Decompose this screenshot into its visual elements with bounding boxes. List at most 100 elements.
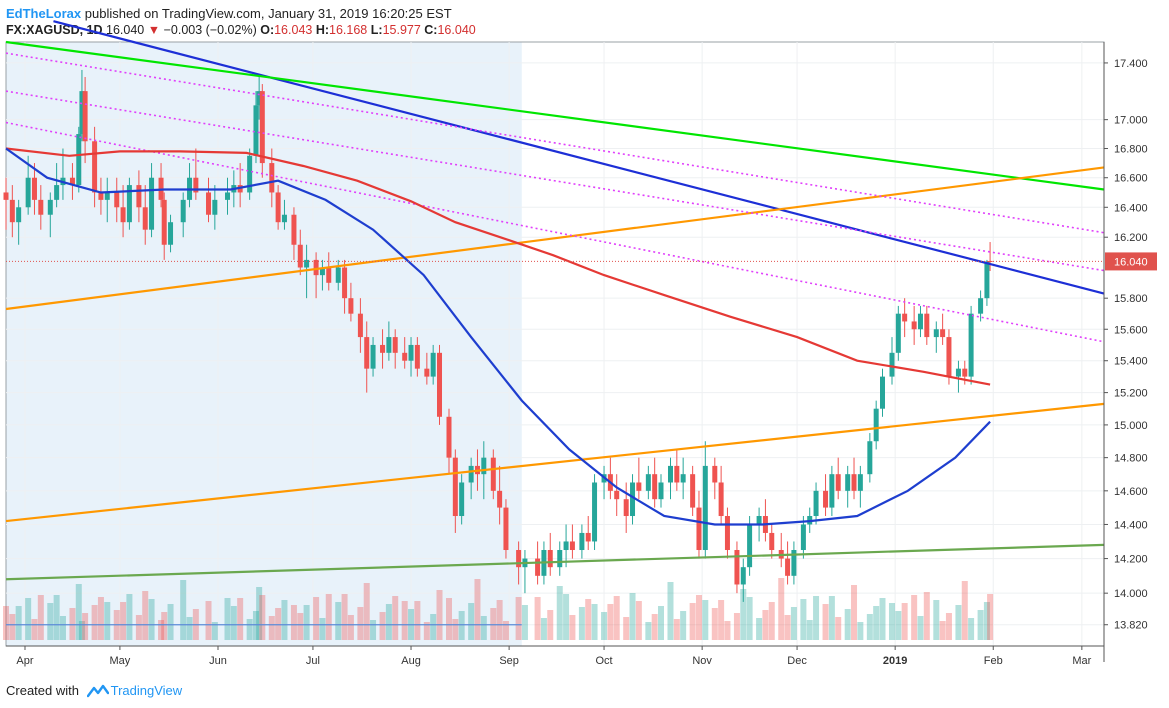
candle-body bbox=[645, 474, 651, 491]
y-tick-label: 15.400 bbox=[1114, 356, 1148, 368]
volume-bar bbox=[319, 618, 326, 640]
volume-bar bbox=[756, 618, 763, 640]
volume-bar bbox=[385, 604, 392, 640]
candle-body bbox=[291, 214, 297, 245]
volume-bar bbox=[578, 607, 585, 640]
last-price: 16.040 bbox=[106, 23, 145, 37]
volume-bar bbox=[15, 606, 22, 640]
volume-bar bbox=[347, 615, 354, 640]
volume-bar bbox=[167, 604, 174, 640]
y-tick-label: 13.820 bbox=[1114, 620, 1148, 632]
volume-bar bbox=[357, 607, 364, 640]
candle-body bbox=[968, 313, 974, 377]
volume-bar bbox=[851, 585, 858, 640]
candle-body bbox=[702, 465, 708, 551]
candle-body bbox=[136, 185, 142, 208]
volume-bar bbox=[3, 606, 9, 640]
candle-body bbox=[857, 474, 863, 491]
upper-orange-channel bbox=[5, 166, 1105, 311]
volume-bar bbox=[651, 614, 658, 640]
volume-bar bbox=[458, 611, 465, 640]
y-tick-label: 15.800 bbox=[1114, 293, 1148, 305]
volume-bar bbox=[224, 598, 231, 640]
volume-bar bbox=[629, 593, 636, 640]
volume-bar bbox=[423, 622, 430, 640]
volume-bar bbox=[521, 605, 528, 640]
candle-body bbox=[535, 558, 541, 576]
candle-body bbox=[47, 199, 53, 215]
candle-body bbox=[690, 474, 696, 508]
volume-bar bbox=[230, 606, 237, 640]
candle-body bbox=[667, 465, 673, 483]
volume-bar bbox=[800, 599, 807, 640]
candle-body bbox=[206, 192, 212, 215]
volume-bar bbox=[762, 610, 769, 640]
volume-bar bbox=[325, 594, 332, 640]
author-name[interactable]: EdTheLorax bbox=[6, 6, 82, 21]
volume-bar bbox=[370, 620, 377, 640]
candle-body bbox=[237, 185, 243, 193]
candle-body bbox=[522, 558, 528, 568]
green-trendline bbox=[5, 40, 1105, 191]
candle-body bbox=[304, 259, 310, 268]
candle-body bbox=[880, 376, 886, 409]
x-tick-label: May bbox=[110, 655, 131, 667]
volume-bar bbox=[895, 611, 902, 640]
footer: Created with TradingView bbox=[6, 682, 182, 700]
y-tick-label: 14.800 bbox=[1114, 453, 1148, 465]
candle-body bbox=[497, 490, 503, 508]
lower-orange-channel bbox=[5, 402, 1105, 523]
volume-bar bbox=[939, 621, 946, 640]
volume-bar bbox=[97, 597, 104, 640]
volume-bar bbox=[901, 603, 908, 640]
candle-body bbox=[902, 313, 908, 322]
volume-bar bbox=[607, 604, 614, 640]
candle-body bbox=[712, 465, 718, 483]
tradingview-brand-link[interactable]: TradingView bbox=[110, 683, 183, 698]
candle-body bbox=[614, 490, 620, 500]
volume-bar bbox=[205, 601, 212, 640]
candle-body bbox=[104, 192, 110, 200]
volume-bar bbox=[104, 602, 111, 640]
candle-body bbox=[60, 177, 66, 186]
sma200-line bbox=[5, 147, 991, 386]
volume-bar bbox=[955, 605, 962, 640]
candle-body bbox=[674, 465, 680, 483]
volume-bar bbox=[740, 589, 747, 640]
volume-bar bbox=[790, 607, 797, 640]
candle-body bbox=[348, 298, 354, 314]
volume-bar bbox=[268, 616, 275, 640]
candle-body bbox=[446, 416, 452, 458]
candle-body bbox=[873, 408, 879, 442]
candle-body bbox=[933, 329, 939, 338]
close-label: C: bbox=[424, 23, 438, 37]
candle-body bbox=[592, 482, 598, 542]
volume-bar bbox=[585, 599, 592, 640]
volume-bar bbox=[31, 619, 38, 640]
candle-body bbox=[547, 550, 553, 568]
chart-header: EdTheLorax published on TradingView.com,… bbox=[6, 5, 452, 22]
volume-bar bbox=[547, 610, 554, 640]
candle-body bbox=[652, 474, 658, 500]
candle-body bbox=[813, 490, 819, 517]
volume-bar bbox=[711, 608, 718, 640]
volume-bar bbox=[569, 615, 576, 640]
volume-bar bbox=[658, 606, 665, 640]
volume-bar bbox=[474, 579, 481, 640]
candle-body bbox=[940, 329, 946, 338]
volume-bar bbox=[689, 603, 696, 640]
magenta-top bbox=[5, 52, 1105, 234]
candle-body bbox=[386, 337, 392, 353]
volume-bar bbox=[82, 613, 89, 640]
candle-body bbox=[392, 337, 398, 353]
volume-bar bbox=[490, 608, 497, 640]
candle-body bbox=[82, 91, 88, 142]
y-tick-label: 15.000 bbox=[1114, 420, 1148, 432]
volume-bar bbox=[161, 612, 168, 640]
volume-bar bbox=[933, 600, 940, 640]
candle-body bbox=[16, 207, 22, 223]
candle-body bbox=[579, 532, 585, 551]
last-price-label: 16.040 bbox=[1114, 256, 1148, 268]
candle-body bbox=[414, 344, 420, 369]
